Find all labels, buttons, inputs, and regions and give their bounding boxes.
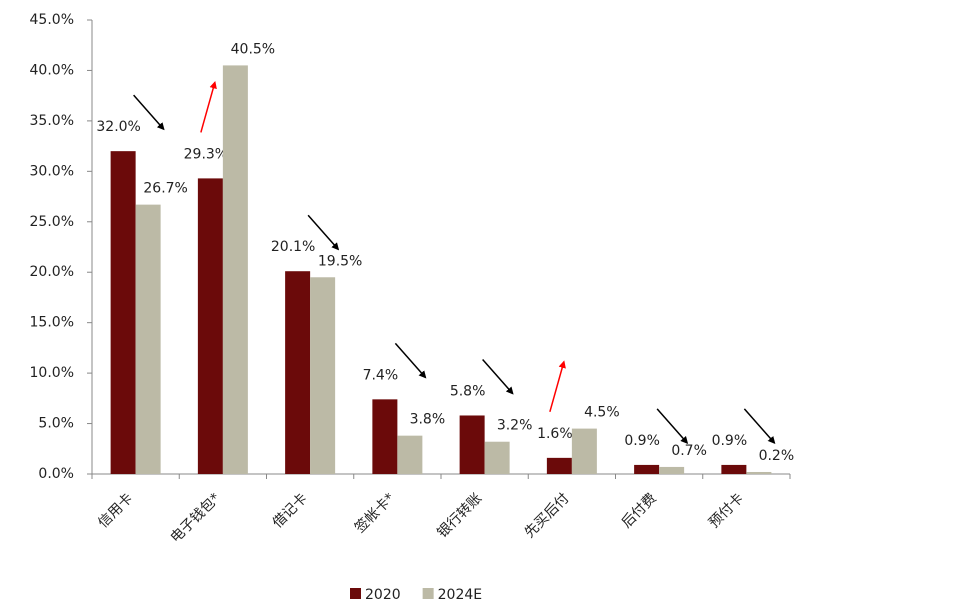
bar	[110, 151, 136, 474]
value-label: 29.3%	[184, 146, 228, 162]
bar	[571, 428, 597, 474]
x-tick-label: 签帐卡*	[351, 490, 398, 537]
trend-arrow	[743, 408, 776, 445]
value-label: 7.4%	[363, 367, 399, 383]
value-label: 0.7%	[671, 443, 707, 459]
trend-arrow	[133, 94, 165, 131]
bar	[484, 441, 510, 474]
value-label: 40.5%	[231, 41, 275, 57]
bar	[372, 399, 398, 474]
value-label: 19.5%	[318, 253, 362, 269]
legend-swatch	[422, 588, 434, 599]
x-tick-label: 信用卡	[95, 490, 136, 531]
bar	[197, 178, 223, 474]
value-label: 26.7%	[143, 181, 187, 197]
bar	[135, 204, 161, 475]
value-label: 4.5%	[584, 405, 620, 421]
value-label: 20.1%	[271, 239, 315, 255]
trend-arrow	[656, 408, 689, 445]
legend-label: 2020	[365, 587, 401, 603]
value-label: 32.0%	[96, 119, 140, 135]
y-tick-label: 25.0%	[30, 214, 74, 230]
x-tick-label: 银行转账	[434, 490, 485, 541]
bar	[659, 466, 685, 474]
bar	[634, 464, 660, 474]
trend-arrow	[200, 80, 217, 133]
value-label: 0.9%	[624, 433, 660, 449]
value-label: 1.6%	[537, 426, 573, 442]
x-tick-label: 借记卡	[270, 490, 311, 531]
trend-arrow	[482, 358, 514, 395]
x-tick-label: 后付费	[619, 490, 660, 531]
trend-arrow	[307, 214, 340, 251]
x-tick-label: 先买后付	[522, 490, 573, 541]
x-tick-label: 电子钱包*	[168, 490, 224, 546]
bar	[285, 271, 311, 474]
trend-arrow	[549, 360, 566, 413]
y-tick-label: 0.0%	[38, 466, 74, 482]
bar	[546, 457, 572, 474]
y-tick-label: 35.0%	[30, 113, 74, 129]
trend-arrow	[394, 342, 427, 379]
value-label: 3.2%	[497, 418, 533, 434]
y-tick-label: 10.0%	[30, 365, 74, 381]
legend-swatch	[350, 588, 361, 599]
y-tick-label: 20.0%	[30, 264, 74, 280]
bar	[721, 464, 747, 474]
value-label: 0.2%	[759, 448, 795, 464]
legend-label: 2024E	[438, 587, 482, 603]
y-tick-label: 15.0%	[30, 315, 74, 331]
bar	[222, 65, 248, 475]
y-tick-label: 30.0%	[30, 163, 74, 179]
value-label: 0.9%	[712, 433, 748, 449]
y-tick-label: 5.0%	[38, 416, 74, 432]
bar	[459, 415, 485, 474]
y-tick-label: 45.0%	[30, 12, 74, 28]
bar	[397, 435, 423, 474]
value-label: 5.8%	[450, 383, 486, 399]
bar	[746, 471, 772, 474]
x-tick-label: 预付卡	[706, 490, 747, 531]
y-tick-label: 40.0%	[30, 62, 74, 78]
value-label: 3.8%	[410, 412, 446, 428]
bar	[310, 277, 336, 474]
